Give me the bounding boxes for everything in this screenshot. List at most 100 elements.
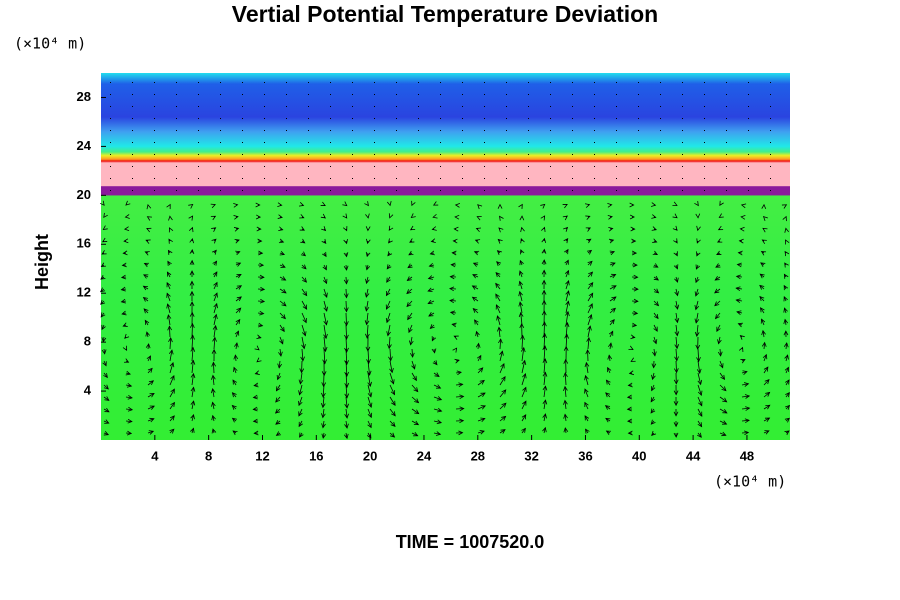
vector-dot bbox=[704, 190, 705, 191]
vector-dot bbox=[748, 94, 749, 95]
vector-arrow bbox=[477, 430, 485, 434]
vector-dot bbox=[374, 82, 375, 83]
vector-arrow-head bbox=[698, 401, 703, 407]
vector-dot bbox=[352, 118, 353, 119]
vector-arrow-head bbox=[168, 215, 173, 221]
vector-arrow-head bbox=[321, 226, 327, 232]
vector-dot bbox=[308, 82, 309, 83]
vector-arrow-head bbox=[542, 345, 548, 351]
vector-arrow-head bbox=[586, 238, 592, 244]
vector-arrow-head bbox=[652, 250, 659, 256]
vector-dot bbox=[308, 130, 309, 131]
vector-arrow bbox=[411, 408, 419, 414]
vector-dot bbox=[660, 190, 661, 191]
vector-arrow bbox=[719, 420, 727, 425]
vector-arrow-head bbox=[166, 292, 171, 298]
vector-arrow-head bbox=[100, 312, 106, 318]
vector-dot bbox=[330, 106, 331, 107]
vector-arrow bbox=[476, 331, 479, 338]
vector-arrow-head bbox=[323, 333, 328, 340]
vector-arrow bbox=[741, 383, 749, 386]
vector-arrow bbox=[411, 420, 419, 425]
vector-arrow-head bbox=[413, 431, 419, 437]
vector-arrow-head bbox=[588, 292, 594, 298]
vector-arrow-head bbox=[653, 313, 659, 320]
y-tick-label: 4 bbox=[84, 383, 92, 398]
vector-arrow-head bbox=[518, 311, 524, 318]
vector-arrow-head bbox=[211, 374, 216, 380]
vector-arrow bbox=[761, 319, 765, 326]
vector-arrow-head bbox=[364, 306, 370, 312]
vector-dot bbox=[616, 94, 617, 95]
vector-arrow-head bbox=[142, 296, 149, 302]
vector-arrow bbox=[784, 319, 787, 326]
vector-arrow-head bbox=[236, 273, 242, 279]
vector-arrow-head bbox=[280, 314, 286, 320]
vector-arrow-head bbox=[252, 418, 258, 424]
vector-dot bbox=[770, 130, 771, 131]
vector-arrow-head bbox=[322, 251, 327, 258]
vector-arrow-head bbox=[453, 335, 459, 340]
vector-arrow-head bbox=[99, 287, 106, 293]
vector-arrow-head bbox=[258, 322, 264, 328]
vector-dot bbox=[594, 130, 595, 131]
vector-arrow bbox=[719, 432, 726, 436]
vector-arrow bbox=[495, 283, 501, 290]
vector-arrow-head bbox=[630, 226, 636, 232]
vector-arrow-head bbox=[673, 411, 679, 417]
vector-arrow-head bbox=[276, 374, 282, 381]
vector-arrow-head bbox=[762, 353, 768, 360]
vector-dot bbox=[352, 82, 353, 83]
vector-arrow-head bbox=[365, 238, 371, 245]
vector-arrow-head bbox=[541, 237, 547, 244]
vector-arrow-head bbox=[735, 274, 742, 280]
vector-arrow-head bbox=[740, 214, 746, 220]
vector-arrow-head bbox=[588, 271, 594, 277]
vector-dot bbox=[638, 166, 639, 167]
vector-arrow-head bbox=[626, 406, 632, 412]
vector-arrow-head bbox=[633, 310, 639, 316]
vector-arrow bbox=[279, 312, 286, 319]
vector-arrow-head bbox=[475, 227, 482, 232]
vector-arrow-head bbox=[784, 430, 790, 436]
vector-arrow-head bbox=[300, 356, 305, 362]
vector-arrow-head bbox=[501, 402, 507, 408]
vector-arrow-head bbox=[213, 281, 218, 288]
vector-arrow-head bbox=[722, 409, 728, 414]
vector-arrow-head bbox=[501, 389, 507, 395]
vector-arrow bbox=[695, 276, 699, 283]
vector-arrow bbox=[366, 324, 369, 338]
vector-dot bbox=[682, 190, 683, 191]
vector-arrow bbox=[609, 274, 616, 278]
vector-dot bbox=[418, 178, 419, 179]
vector-arrow bbox=[428, 276, 435, 280]
vector-arrow-head bbox=[673, 401, 679, 407]
vector-dot bbox=[616, 142, 617, 143]
vector-arrow-head bbox=[277, 363, 282, 369]
vector-arrow-head bbox=[520, 238, 525, 244]
vector-dot bbox=[440, 178, 441, 179]
vector-arrow bbox=[103, 396, 110, 401]
vector-dot bbox=[726, 82, 727, 83]
vector-arrow-head bbox=[301, 331, 307, 337]
vector-arrow-head bbox=[142, 285, 148, 291]
vector-arrow bbox=[386, 312, 391, 323]
vector-arrow-head bbox=[406, 302, 412, 308]
vector-dot bbox=[704, 94, 705, 95]
vector-arrow-head bbox=[102, 225, 108, 231]
vector-dot bbox=[748, 178, 749, 179]
vector-arrow-head bbox=[541, 259, 547, 265]
vector-arrow-head bbox=[760, 251, 767, 256]
vector-arrow-head bbox=[431, 348, 437, 354]
vector-dot bbox=[242, 142, 243, 143]
vector-arrow-head bbox=[478, 367, 484, 373]
vector-arrow-head bbox=[697, 422, 703, 428]
vector-dot bbox=[770, 94, 771, 95]
vector-arrow-head bbox=[232, 430, 238, 436]
vector-arrow-head bbox=[436, 396, 443, 401]
vector-dot bbox=[176, 190, 177, 191]
vector-dot bbox=[660, 118, 661, 119]
vector-arrow-head bbox=[519, 259, 524, 266]
vector-dot bbox=[176, 106, 177, 107]
vector-arrow bbox=[367, 348, 370, 364]
